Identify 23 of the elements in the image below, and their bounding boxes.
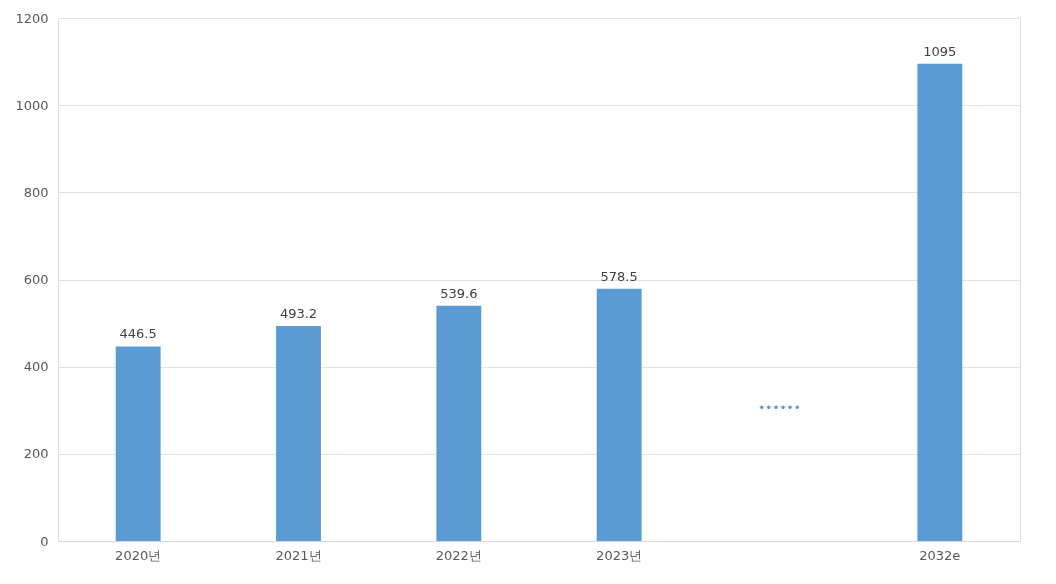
data-label: 446.5 [119,326,157,342]
annotation: •••••• [758,401,801,415]
y-tick-label: 1000 [15,97,49,113]
y-tick-label: 0 [40,533,49,549]
y-tick-label: 600 [23,272,49,287]
x-tick-label: 2020년 [115,547,162,563]
bar [276,326,321,541]
y-tick-label: 400 [23,359,49,375]
data-label: 539.6 [440,285,478,301]
y-tick-label: 200 [23,446,49,462]
x-tick-label: 2032e [919,547,961,563]
bar [436,305,482,541]
bar [596,288,642,541]
y-tick-label: 1200 [15,10,49,26]
x-tick-label: 2022년 [435,547,482,563]
data-label: 493.2 [279,306,318,322]
y-tick-label: 800 [23,184,49,200]
bar [917,63,963,541]
x-tick-label: 2021년 [275,547,322,563]
bar [115,346,161,541]
data-label: 1095 [923,43,957,59]
data-label: 578.5 [600,268,638,284]
x-tick-label: 2023년 [596,547,643,563]
